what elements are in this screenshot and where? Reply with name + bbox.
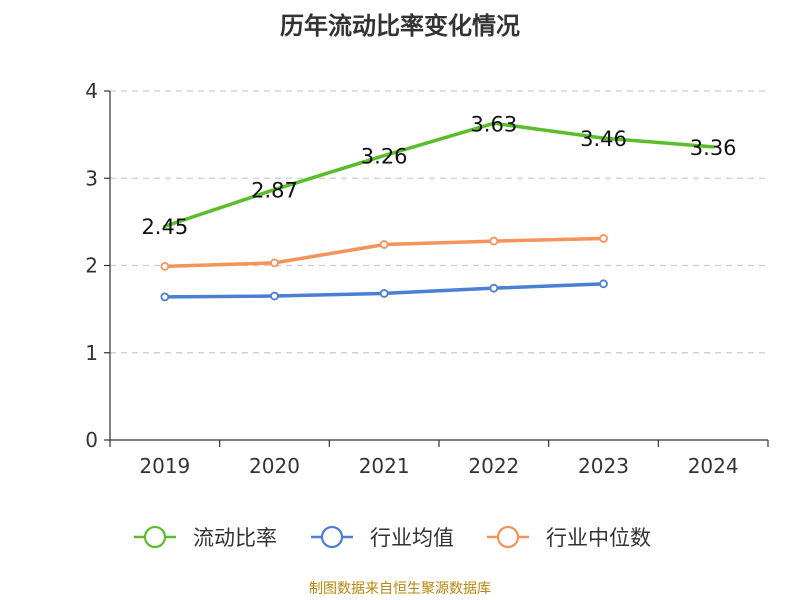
chart-title: 历年流动比率变化情况 [280, 12, 520, 40]
x-tick-label-2022: 2022 [468, 454, 519, 478]
axis-layer: 0 1 2 3 4 2019 2020 2021 2022 2023 2024 [85, 79, 769, 478]
y-tick-label-1: 1 [85, 341, 98, 365]
legend-item-1[interactable]: 行业均值 [311, 525, 454, 550]
legend[interactable]: 流动比率 行业均值 行业中位数 [134, 525, 651, 550]
series-1-point-2019 [160, 292, 170, 302]
legend-label-1: 行业均值 [370, 526, 454, 550]
series-1-point-2022 [489, 283, 499, 293]
series-1-point-2021 [379, 289, 389, 298]
series-2-point-2022 [489, 236, 499, 246]
y-tick-label-2: 2 [85, 254, 98, 278]
series-2-point-2019 [160, 261, 170, 271]
x-tick-label-2019: 2019 [139, 454, 190, 478]
series-2-point-2020 [270, 258, 279, 268]
legend-label-2: 行业中位数 [546, 526, 651, 550]
y-tick-label-0: 0 [85, 428, 98, 452]
x-tick-label-2021: 2021 [359, 454, 410, 478]
series-layer [160, 121, 715, 302]
data-label-2024: 3.36 [690, 136, 737, 160]
legend-marker-2 [496, 525, 520, 549]
data-label-2022: 3.63 [470, 112, 517, 136]
series-line-0 [163, 121, 715, 228]
data-label-layer: 2.45 2.87 3.26 3.63 3.46 3.36 [141, 112, 736, 239]
grid-layer [110, 90, 768, 354]
series-2-point-2023 [599, 234, 608, 243]
series-2-point-2021 [379, 240, 389, 249]
legend-marker-0 [143, 525, 167, 549]
x-tick-label-2024: 2024 [688, 454, 739, 478]
series-1-point-2020 [270, 291, 279, 301]
legend-item-2[interactable]: 行业中位数 [487, 525, 651, 550]
data-label-2019: 2.45 [141, 215, 188, 239]
x-tick-label-2020: 2020 [249, 454, 300, 478]
x-tick-label-2023: 2023 [578, 454, 629, 478]
legend-item-0[interactable]: 流动比率 [134, 525, 277, 550]
legend-label-0: 流动比率 [193, 526, 277, 550]
source-note: 制图数据来自恒生聚源数据库 [309, 581, 491, 597]
data-label-2020: 2.87 [251, 179, 298, 203]
legend-marker-1 [320, 525, 344, 549]
data-label-2021: 3.26 [361, 145, 408, 169]
data-label-2023: 3.46 [580, 127, 627, 151]
y-tick-label-3: 3 [85, 166, 98, 190]
y-tick-label-4: 4 [85, 79, 98, 103]
series-1-point-2023 [599, 279, 608, 289]
